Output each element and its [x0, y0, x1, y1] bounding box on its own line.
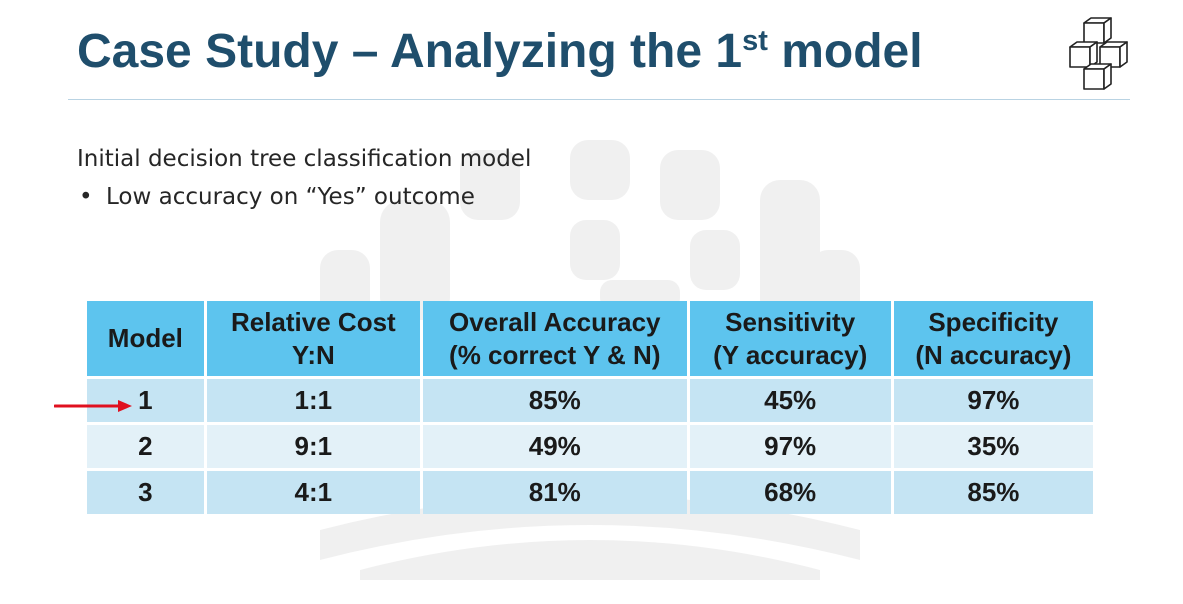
cell-model: 2: [87, 425, 204, 468]
cell-relative-cost: 4:1: [206, 471, 420, 514]
stacked-cubes-icon: [1069, 17, 1128, 90]
table-row: 2 9:1 49% 97% 35%: [87, 425, 1093, 468]
header-specificity: Specificity (N accuracy): [893, 301, 1093, 376]
cell-specificity: 35%: [893, 425, 1093, 468]
header-overall-accuracy: Overall Accuracy (% correct Y & N): [422, 301, 687, 376]
cell-sensitivity: 68%: [689, 471, 891, 514]
red-arrow-icon: [54, 400, 132, 412]
slide-title: Case Study – Analyzing the 1st model: [77, 22, 923, 88]
cell-overall-accuracy: 81%: [422, 471, 687, 514]
table-row: 1 1:1 85% 45% 97%: [87, 379, 1093, 422]
bullet-item: • Low accuracy on “Yes” outcome: [79, 184, 475, 210]
slide-title-main: Case Study – Analyzing the 1: [77, 25, 743, 78]
slide-title-superscript: st: [742, 25, 768, 57]
cell-sensitivity: 97%: [689, 425, 891, 468]
cell-model: 1: [87, 379, 204, 422]
cell-overall-accuracy: 85%: [422, 379, 687, 422]
cell-specificity: 97%: [893, 379, 1093, 422]
header-relative-cost: Relative Cost Y:N: [206, 301, 420, 376]
model-comparison-table: Model Relative Cost Y:N Overall Accuracy(…: [84, 298, 1096, 517]
header-model: Model: [87, 301, 204, 376]
cell-specificity: 85%: [893, 471, 1093, 514]
cell-relative-cost: 1:1: [206, 379, 420, 422]
cell-overall-accuracy: 49%: [422, 425, 687, 468]
bullet-text: Low accuracy on “Yes” outcome: [106, 184, 475, 210]
bullet-symbol: •: [79, 184, 93, 210]
cell-model: 3: [87, 471, 204, 514]
cell-relative-cost: 9:1: [206, 425, 420, 468]
table-header-row: Model Relative Cost Y:N Overall Accuracy(…: [87, 301, 1093, 376]
table-row: 3 4:1 81% 68% 85%: [87, 471, 1093, 514]
header-sensitivity: Sensitivity (Y accuracy): [689, 301, 891, 376]
slide-subtitle: Initial decision tree classification mod…: [77, 146, 532, 172]
cell-sensitivity: 45%: [689, 379, 891, 422]
title-divider: [68, 99, 1130, 100]
slide-title-end: model: [767, 25, 923, 78]
